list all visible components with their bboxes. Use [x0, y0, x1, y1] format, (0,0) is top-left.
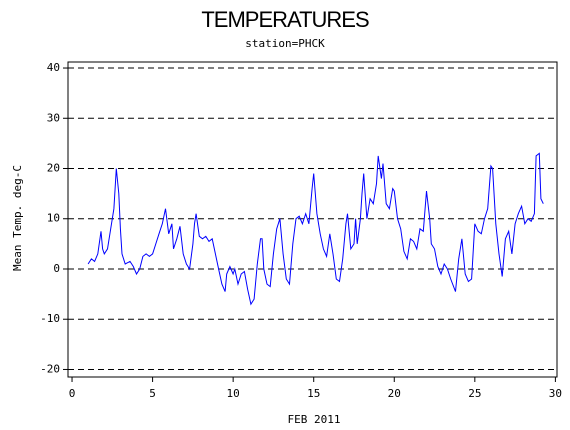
data-line: [87, 152, 544, 306]
y-tick-label: 0: [53, 262, 60, 275]
y-axis-label: Mean Temp. deg-C: [11, 165, 24, 271]
x-tick-label: 20: [388, 387, 401, 400]
y-tick-label: 10: [47, 212, 60, 225]
y-tick-label: -20: [40, 362, 60, 375]
x-tick-label: 15: [307, 387, 320, 400]
chart-title: TEMPERATURES: [201, 7, 369, 32]
x-tick-label: 10: [227, 387, 240, 400]
y-tick-label: 20: [47, 162, 60, 175]
chart-subtitle: station=PHCK: [245, 37, 325, 50]
x-tick-label: 0: [69, 387, 76, 400]
y-tick-label: 40: [47, 61, 60, 74]
x-tick-label: 25: [468, 387, 481, 400]
x-tick-label: 5: [149, 387, 156, 400]
x-axis-label: FEB 2011: [288, 413, 341, 426]
y-tick-label: -10: [40, 312, 60, 325]
plot-frame: [67, 61, 558, 378]
y-tick-label: 30: [47, 111, 60, 124]
x-tick-label: 30: [549, 387, 562, 400]
